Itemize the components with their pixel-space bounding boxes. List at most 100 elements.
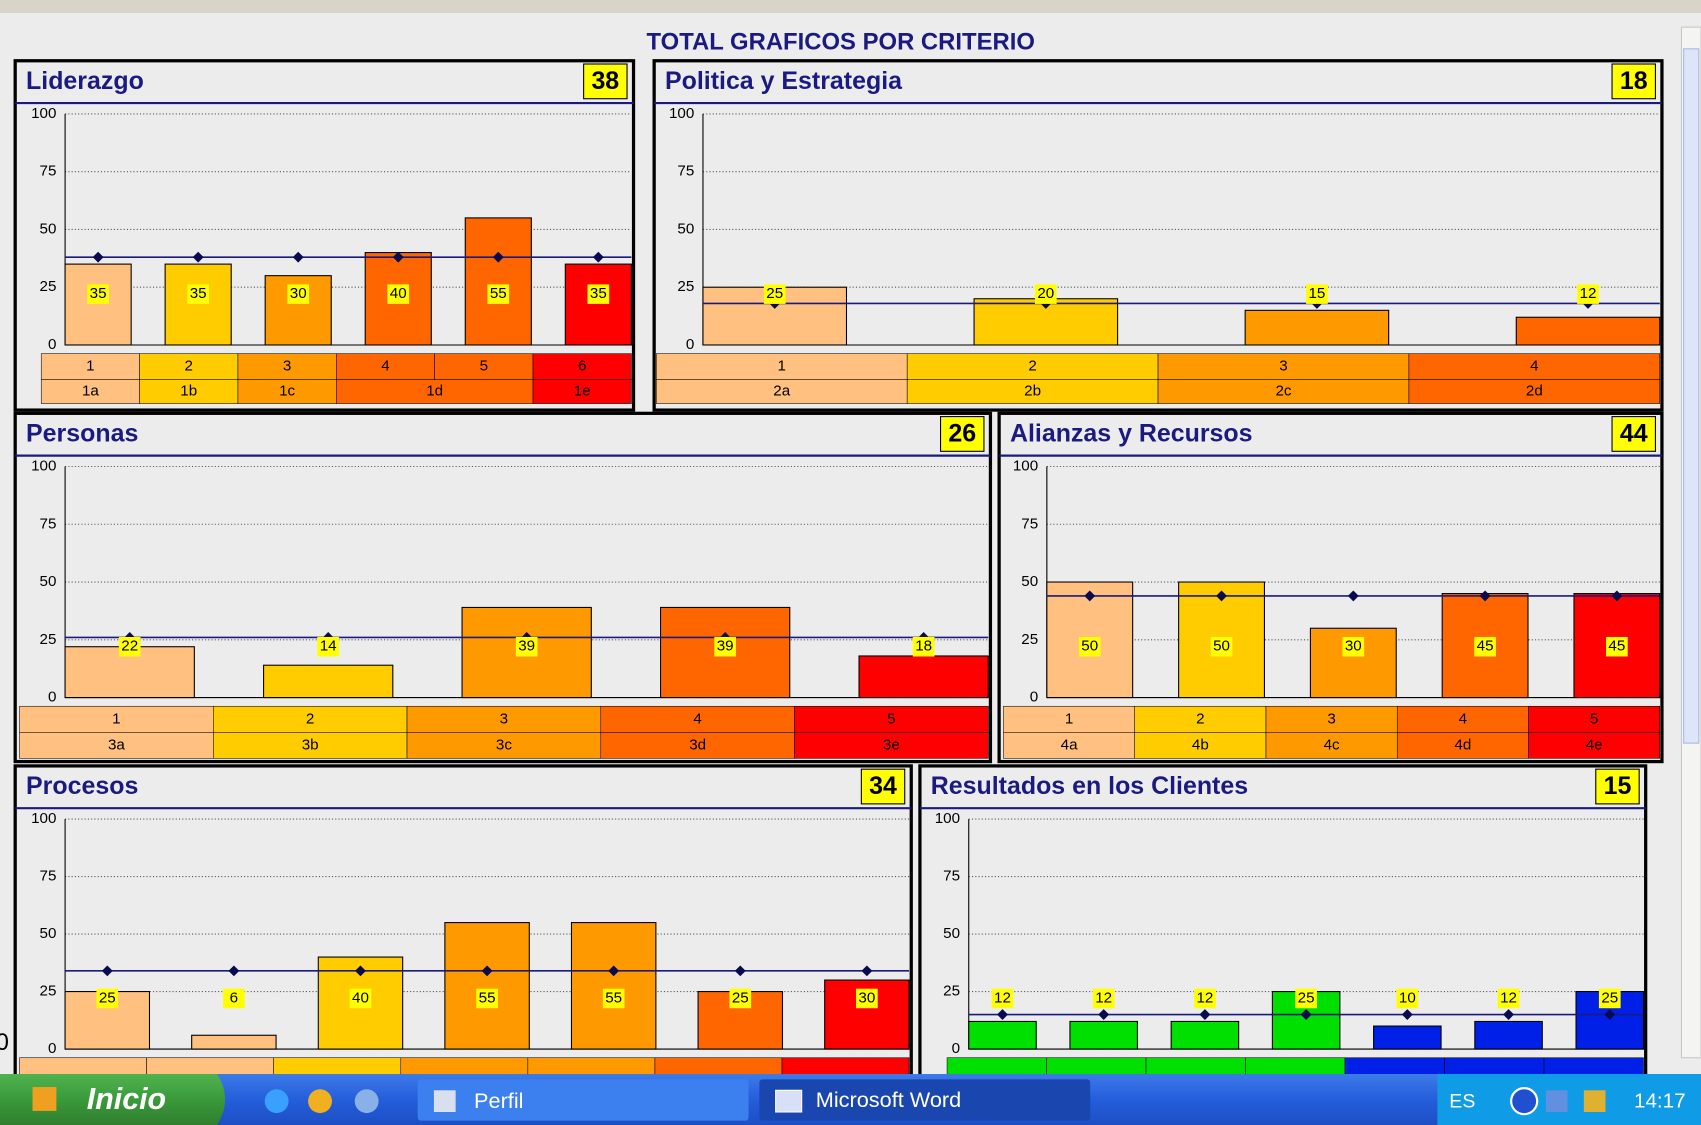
column-label: 5 <box>480 358 488 375</box>
bar <box>1374 1026 1441 1049</box>
column-label: 6 <box>578 358 586 375</box>
panel-title: Alianzas y Recursos <box>1010 420 1253 448</box>
y-tick-label: 25 <box>677 278 694 295</box>
score: 26 <box>948 420 976 448</box>
group-label: 1e <box>574 383 591 400</box>
start-label[interactable]: Inicio <box>87 1083 166 1116</box>
bar <box>65 264 131 345</box>
task-label[interactable]: Microsoft Word <box>816 1087 961 1112</box>
word-icon <box>776 1090 802 1112</box>
value-label: 25 <box>1601 989 1618 1006</box>
value-label: 55 <box>605 989 622 1006</box>
bar <box>192 1035 276 1049</box>
value-label: 40 <box>390 285 407 302</box>
column-label: 2 <box>306 710 314 727</box>
task-label[interactable]: Perfil <box>474 1088 523 1113</box>
group-label: 1c <box>279 383 295 400</box>
group-label: 4a <box>1061 736 1078 753</box>
y-tick-label: 100 <box>31 458 56 475</box>
tray-icon[interactable] <box>1546 1090 1568 1112</box>
column-label: 4 <box>1530 358 1538 375</box>
value-label: 40 <box>352 989 369 1006</box>
group-label: 3b <box>302 736 319 753</box>
value-label: 35 <box>90 285 107 302</box>
browser-icon[interactable] <box>308 1089 332 1113</box>
y-tick-label: 50 <box>943 925 960 942</box>
value-label: 35 <box>190 285 207 302</box>
score: 38 <box>591 67 619 95</box>
y-tick-label: 0 <box>48 1040 56 1057</box>
scrollbar-thumb[interactable] <box>1684 49 1699 743</box>
y-tick-label: 75 <box>677 163 694 180</box>
value-label: 30 <box>1345 638 1362 655</box>
panel-title: Procesos <box>26 772 138 800</box>
app-icon[interactable] <box>355 1089 379 1113</box>
value-label: 25 <box>732 989 749 1006</box>
group-label: 2c <box>1275 383 1291 400</box>
clock: 14:17 <box>1634 1090 1686 1113</box>
y-tick-label: 75 <box>943 868 960 885</box>
y-tick-label: 0 <box>1030 689 1038 706</box>
y-tick-label: 100 <box>1013 458 1038 475</box>
value-label: 50 <box>1213 638 1230 655</box>
group-label: 2b <box>1024 383 1041 400</box>
y-tick-label: 75 <box>40 515 57 532</box>
column-label: 2 <box>1028 358 1036 375</box>
value-label: 30 <box>290 285 307 302</box>
y-tick-label: 25 <box>943 983 960 1000</box>
value-label: 25 <box>1298 989 1315 1006</box>
value-label: 12 <box>1196 989 1213 1006</box>
ie-icon[interactable] <box>265 1089 289 1113</box>
value-label: 39 <box>518 638 535 655</box>
y-tick-label: 0 <box>48 689 56 706</box>
value-label: 14 <box>320 638 337 655</box>
y-tick-label: 50 <box>40 925 57 942</box>
toolbar-strip <box>0 0 1701 13</box>
y-tick-label: 100 <box>31 105 56 122</box>
screen: TOTAL GRAFICOS POR CRITERIO 0 Liderazgo3… <box>0 0 1701 1125</box>
panel-title: Politica y Estrategia <box>665 67 903 95</box>
value-label: 12 <box>994 989 1011 1006</box>
y-tick-label: 25 <box>40 278 57 295</box>
value-label: 35 <box>590 285 607 302</box>
tray-icon[interactable] <box>1584 1090 1606 1112</box>
value-label: 55 <box>479 989 496 1006</box>
group-label: 1d <box>426 383 443 400</box>
tray-icon[interactable] <box>1511 1088 1537 1114</box>
value-label: 22 <box>121 638 138 655</box>
language[interactable]: ES <box>1449 1090 1475 1112</box>
bar <box>445 923 529 1049</box>
column-label: 3 <box>1327 710 1335 727</box>
group-label: 3a <box>108 736 125 753</box>
background-text: 0 <box>0 1029 9 1056</box>
y-tick-label: 100 <box>31 810 56 827</box>
value-label: 25 <box>766 285 783 302</box>
panel-title: Personas <box>26 420 138 448</box>
value-label: 39 <box>717 638 734 655</box>
group-label: 4b <box>1192 736 1209 753</box>
task-button[interactable] <box>418 1079 749 1120</box>
y-tick-label: 50 <box>677 220 694 237</box>
value-label: 20 <box>1037 285 1054 302</box>
value-label: 45 <box>1608 638 1625 655</box>
windows-logo <box>33 1087 57 1111</box>
group-label: 1b <box>180 383 197 400</box>
panel-title: Liderazgo <box>26 67 144 95</box>
value-label: 10 <box>1399 989 1416 1006</box>
column-label: 3 <box>283 358 291 375</box>
y-tick-label: 0 <box>952 1040 960 1057</box>
bar <box>859 656 988 698</box>
score: 44 <box>1620 420 1648 448</box>
y-tick-label: 50 <box>40 220 57 237</box>
bar <box>565 264 631 345</box>
y-tick-label: 100 <box>935 810 960 827</box>
score: 18 <box>1620 67 1648 95</box>
value-label: 25 <box>99 989 116 1006</box>
value-label: 6 <box>230 989 238 1006</box>
column-label: 4 <box>381 358 389 375</box>
bar <box>1475 1021 1542 1049</box>
